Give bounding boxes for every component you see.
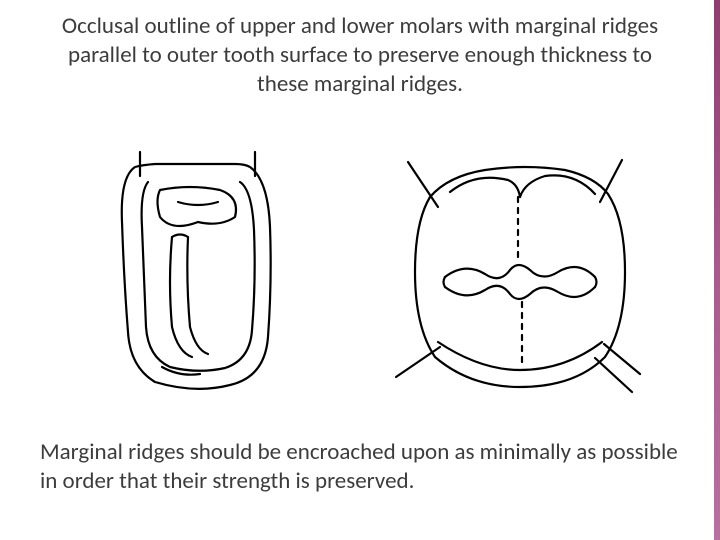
diagram-row [0, 108, 720, 428]
upper-molar-svg [390, 142, 650, 402]
upper-molar-diagram [390, 132, 650, 412]
body-text: Marginal ridges should be encroached upo… [0, 428, 720, 496]
lower-molar-diagram [70, 132, 330, 412]
slide-title: Occlusal outline of upper and lower mola… [0, 0, 720, 108]
lower-molar-svg [100, 142, 300, 402]
accent-bar [714, 0, 720, 540]
